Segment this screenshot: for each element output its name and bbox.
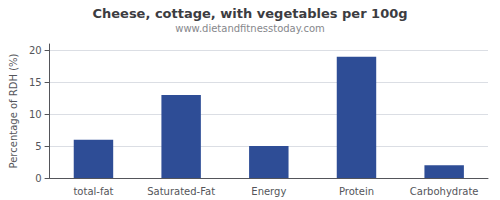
svg-text:www.dietandfitnesstoday.com: www.dietandfitnesstoday.com <box>175 23 324 34</box>
svg-text:Saturated-Fat: Saturated-Fat <box>147 186 215 197</box>
svg-text:Carbohydrate: Carbohydrate <box>410 186 479 197</box>
svg-text:total-fat: total-fat <box>73 186 113 197</box>
svg-text:15: 15 <box>29 77 42 88</box>
svg-text:Percentage of RDH (%): Percentage of RDH (%) <box>8 53 19 168</box>
svg-text:Cheese, cottage, with vegetabl: Cheese, cottage, with vegetables per 100… <box>92 6 407 21</box>
svg-text:5: 5 <box>35 141 41 152</box>
svg-text:Energy: Energy <box>251 186 286 197</box>
svg-text:Protein: Protein <box>339 186 374 197</box>
svg-text:20: 20 <box>29 45 42 56</box>
svg-text:10: 10 <box>29 109 42 120</box>
svg-text:0: 0 <box>35 173 41 184</box>
